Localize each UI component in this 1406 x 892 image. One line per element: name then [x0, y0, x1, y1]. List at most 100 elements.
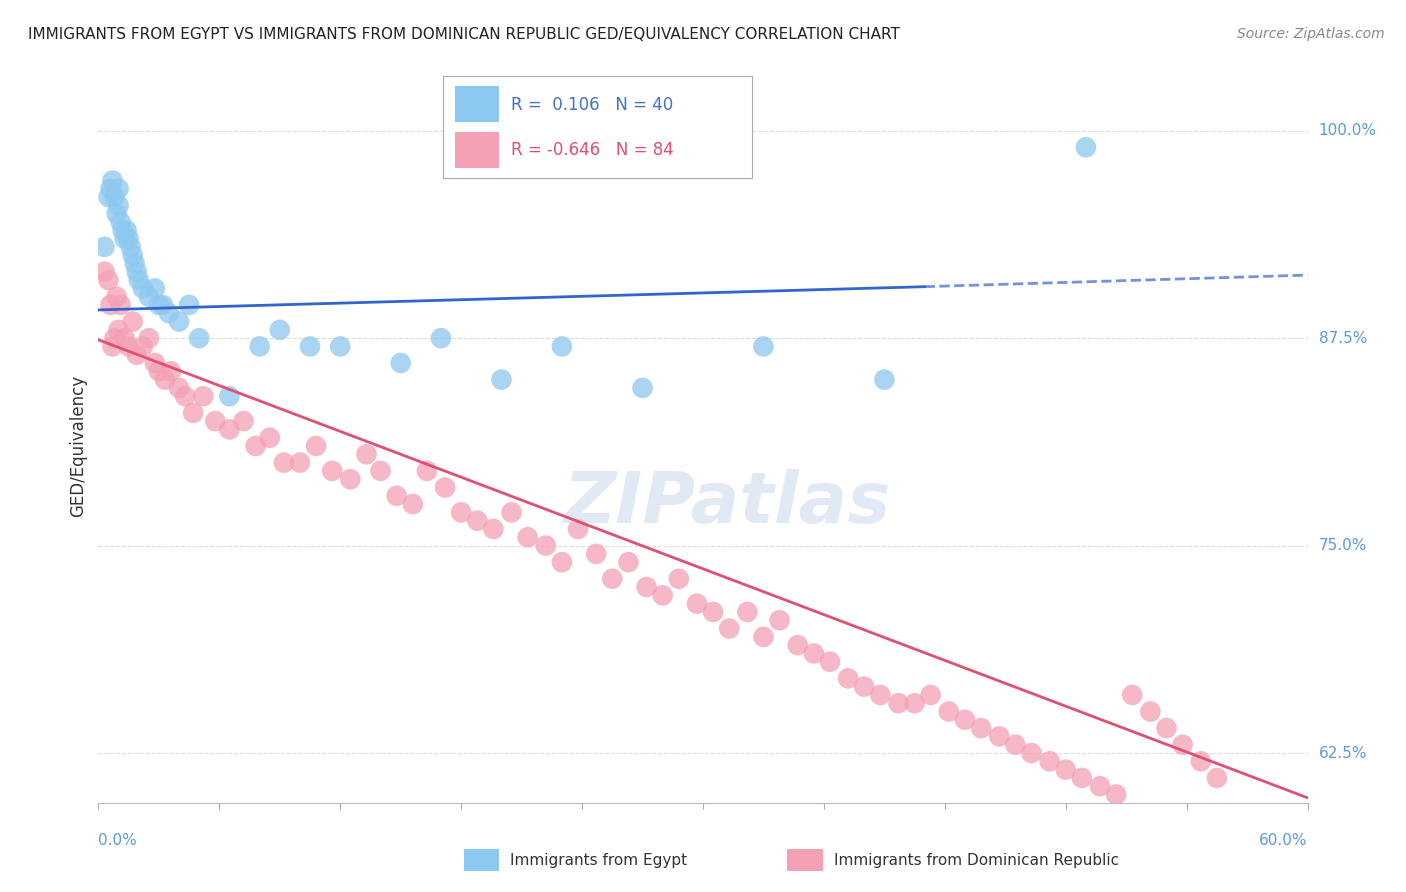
Point	[218, 389, 240, 403]
Point	[837, 671, 859, 685]
Text: Source: ZipAtlas.com: Source: ZipAtlas.com	[1237, 27, 1385, 41]
Point	[702, 605, 724, 619]
Point	[450, 505, 472, 519]
Point	[120, 240, 142, 254]
Point	[118, 339, 141, 353]
Point	[249, 339, 271, 353]
Point	[93, 240, 115, 254]
Point	[938, 705, 960, 719]
Point	[329, 339, 352, 353]
Point	[737, 605, 759, 619]
Point	[157, 306, 180, 320]
Point	[370, 464, 392, 478]
Point	[245, 439, 267, 453]
Point	[167, 314, 190, 328]
Point	[1189, 754, 1212, 768]
Point	[232, 414, 254, 428]
Point	[1156, 721, 1178, 735]
Point	[904, 696, 927, 710]
Point	[600, 572, 623, 586]
Point	[148, 364, 170, 378]
Point	[631, 381, 654, 395]
Point	[752, 630, 775, 644]
Point	[128, 273, 150, 287]
Point	[115, 223, 138, 237]
Text: 62.5%: 62.5%	[1319, 746, 1367, 761]
Point	[1070, 771, 1092, 785]
Text: 100.0%: 100.0%	[1319, 123, 1376, 138]
Point	[1021, 746, 1043, 760]
Text: Immigrants from Egypt: Immigrants from Egypt	[510, 854, 688, 868]
Point	[193, 389, 215, 403]
Point	[636, 580, 658, 594]
Point	[617, 555, 640, 569]
Point	[920, 688, 942, 702]
Point	[204, 414, 226, 428]
Point	[1121, 688, 1143, 702]
Point	[100, 298, 122, 312]
Point	[465, 514, 488, 528]
Point	[259, 431, 281, 445]
Point	[585, 547, 607, 561]
Point	[269, 323, 291, 337]
Point	[125, 265, 148, 279]
Point	[668, 572, 690, 586]
Point	[356, 447, 378, 461]
Point	[114, 331, 136, 345]
Point	[121, 314, 143, 328]
Point	[174, 389, 197, 403]
Text: R = -0.646   N = 84: R = -0.646 N = 84	[510, 141, 673, 159]
Point	[686, 597, 709, 611]
Point	[143, 281, 166, 295]
Point	[516, 530, 538, 544]
Point	[430, 331, 453, 345]
Point	[869, 688, 891, 702]
Point	[718, 622, 741, 636]
Point	[111, 223, 134, 237]
Point	[786, 638, 808, 652]
Point	[114, 231, 136, 245]
Text: 87.5%: 87.5%	[1319, 331, 1367, 345]
Point	[103, 190, 125, 204]
Point	[434, 481, 457, 495]
Point	[121, 248, 143, 262]
Point	[501, 505, 523, 519]
Point	[105, 290, 128, 304]
Point	[103, 331, 125, 345]
Point	[177, 298, 201, 312]
Point	[299, 339, 322, 353]
Point	[93, 265, 115, 279]
Point	[752, 339, 775, 353]
Point	[167, 381, 190, 395]
Point	[97, 190, 120, 204]
Text: IMMIGRANTS FROM EGYPT VS IMMIGRANTS FROM DOMINICAN REPUBLIC GED/EQUIVALENCY CORR: IMMIGRANTS FROM EGYPT VS IMMIGRANTS FROM…	[28, 27, 900, 42]
Point	[1206, 771, 1229, 785]
Point	[288, 456, 311, 470]
Bar	[456, 87, 499, 122]
Point	[107, 198, 129, 212]
Point	[385, 489, 408, 503]
Point	[153, 373, 176, 387]
Point	[567, 522, 589, 536]
Point	[188, 331, 211, 345]
Point	[416, 464, 439, 478]
Point	[138, 331, 160, 345]
Point	[873, 373, 896, 387]
Text: 60.0%: 60.0%	[1260, 833, 1308, 848]
Point	[1088, 779, 1111, 793]
Point	[651, 588, 673, 602]
Point	[1171, 738, 1194, 752]
Point	[1074, 140, 1097, 154]
Point	[953, 713, 976, 727]
Point	[143, 356, 166, 370]
Point	[101, 339, 124, 353]
Point	[1004, 738, 1026, 752]
Point	[551, 339, 574, 353]
Point	[160, 364, 183, 378]
Point	[124, 256, 146, 270]
Text: Immigrants from Dominican Republic: Immigrants from Dominican Republic	[834, 854, 1119, 868]
Point	[273, 456, 295, 470]
Y-axis label: GED/Equivalency: GED/Equivalency	[69, 375, 87, 517]
Point	[1039, 754, 1062, 768]
Point	[321, 464, 343, 478]
